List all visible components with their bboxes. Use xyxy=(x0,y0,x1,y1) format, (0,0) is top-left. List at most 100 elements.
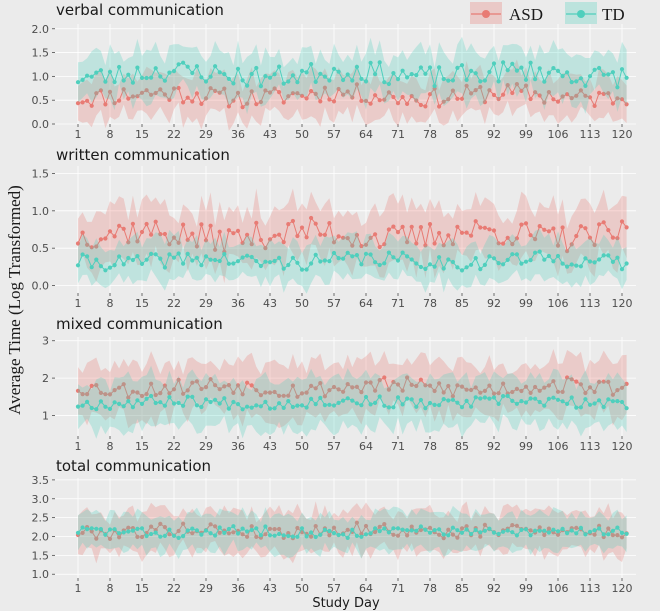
data-point-td xyxy=(441,76,446,82)
data-point-td xyxy=(272,258,277,264)
data-point-asd xyxy=(377,524,382,529)
data-point-asd xyxy=(565,375,570,380)
data-point-td xyxy=(514,68,520,73)
data-point-asd xyxy=(501,381,506,386)
data-point-td xyxy=(510,530,515,535)
data-point-asd xyxy=(85,392,90,397)
data-point-asd xyxy=(80,392,85,397)
series-td xyxy=(75,505,629,559)
data-point-asd xyxy=(263,88,268,93)
data-point-td xyxy=(446,398,451,403)
x-tick-label: 120 xyxy=(612,582,633,595)
data-point-asd xyxy=(624,225,629,230)
data-point-td xyxy=(217,258,222,264)
x-tick-label: 8 xyxy=(107,297,114,310)
data-point-td xyxy=(450,525,455,530)
y-tick-label: 3.0 xyxy=(32,493,50,506)
data-point-td xyxy=(103,79,108,84)
data-point-td xyxy=(199,532,204,537)
data-point-td xyxy=(501,394,506,399)
data-point-asd xyxy=(459,230,465,235)
data-point-td xyxy=(459,63,465,68)
x-tick-label: 29 xyxy=(199,128,213,141)
data-point-asd xyxy=(478,84,483,90)
x-tick-label: 43 xyxy=(263,582,277,595)
data-point-td xyxy=(158,256,163,261)
data-point-asd xyxy=(135,94,140,99)
data-point-td xyxy=(80,77,85,82)
data-point-asd xyxy=(272,527,277,532)
data-point-asd xyxy=(537,93,542,98)
confidence-band-td xyxy=(78,229,627,294)
y-tick-label: 1.0 xyxy=(32,70,50,83)
data-point-asd xyxy=(528,390,533,395)
data-point-td xyxy=(606,253,611,258)
data-point-asd xyxy=(487,383,492,388)
data-point-td xyxy=(103,268,108,273)
x-tick-label: 64 xyxy=(359,297,373,310)
data-point-td xyxy=(455,528,460,533)
data-point-td xyxy=(208,531,213,536)
data-point-td xyxy=(272,72,277,77)
data-point-td xyxy=(386,405,391,410)
data-point-asd xyxy=(455,535,460,540)
data-point-td xyxy=(217,401,222,406)
x-tick-label: 64 xyxy=(359,582,373,595)
data-point-td xyxy=(304,534,309,539)
data-point-asd xyxy=(409,224,414,229)
data-point-td xyxy=(528,258,533,263)
data-point-asd xyxy=(153,392,158,398)
data-point-asd xyxy=(537,525,542,530)
data-point-asd xyxy=(153,219,158,224)
data-point-td xyxy=(199,75,204,80)
data-point-td xyxy=(592,401,597,406)
data-point-asd xyxy=(501,241,506,246)
data-point-td xyxy=(592,260,597,265)
data-point-td xyxy=(263,259,268,264)
data-point-asd xyxy=(112,388,117,393)
data-point-td xyxy=(528,60,533,65)
data-point-td xyxy=(528,396,533,401)
data-point-asd xyxy=(523,221,529,226)
data-point-td xyxy=(478,267,483,272)
data-point-td xyxy=(231,399,236,405)
data-point-asd xyxy=(245,101,250,106)
data-point-td xyxy=(345,72,350,77)
data-point-td xyxy=(514,401,520,406)
data-point-td xyxy=(94,526,99,531)
data-point-td xyxy=(267,406,273,411)
data-point-asd xyxy=(281,100,286,105)
data-point-asd xyxy=(203,96,209,101)
data-point-td xyxy=(203,397,209,402)
data-point-td xyxy=(546,396,552,401)
data-point-asd xyxy=(455,96,460,101)
data-point-td xyxy=(405,396,410,401)
y-tick-label: 1.5 xyxy=(32,549,50,562)
data-point-asd xyxy=(341,92,346,97)
data-point-asd xyxy=(363,380,369,385)
data-point-asd xyxy=(597,90,602,95)
data-point-asd xyxy=(455,224,460,229)
data-point-asd xyxy=(528,96,533,102)
data-point-td xyxy=(194,403,199,408)
data-point-td xyxy=(112,263,117,268)
data-point-td xyxy=(254,258,259,264)
data-point-td xyxy=(482,528,487,533)
data-point-td xyxy=(450,259,455,265)
data-point-td xyxy=(313,79,318,84)
data-point-asd xyxy=(240,240,245,246)
data-point-td xyxy=(583,83,588,88)
data-point-asd xyxy=(107,536,113,542)
data-point-asd xyxy=(75,241,81,246)
data-point-td xyxy=(267,75,273,80)
data-point-td xyxy=(327,402,332,407)
data-point-asd xyxy=(144,88,149,93)
series-td xyxy=(75,365,629,439)
x-tick-label: 99 xyxy=(519,582,533,595)
data-point-asd xyxy=(606,379,611,384)
data-point-asd xyxy=(354,232,359,238)
data-point-asd xyxy=(286,531,291,536)
panel-1: verbal communication 0.0 0.5 1.0 1.5 2.0 1 8 15 2… xyxy=(32,1,636,141)
data-point-td xyxy=(391,405,396,410)
data-point-td xyxy=(130,257,135,263)
